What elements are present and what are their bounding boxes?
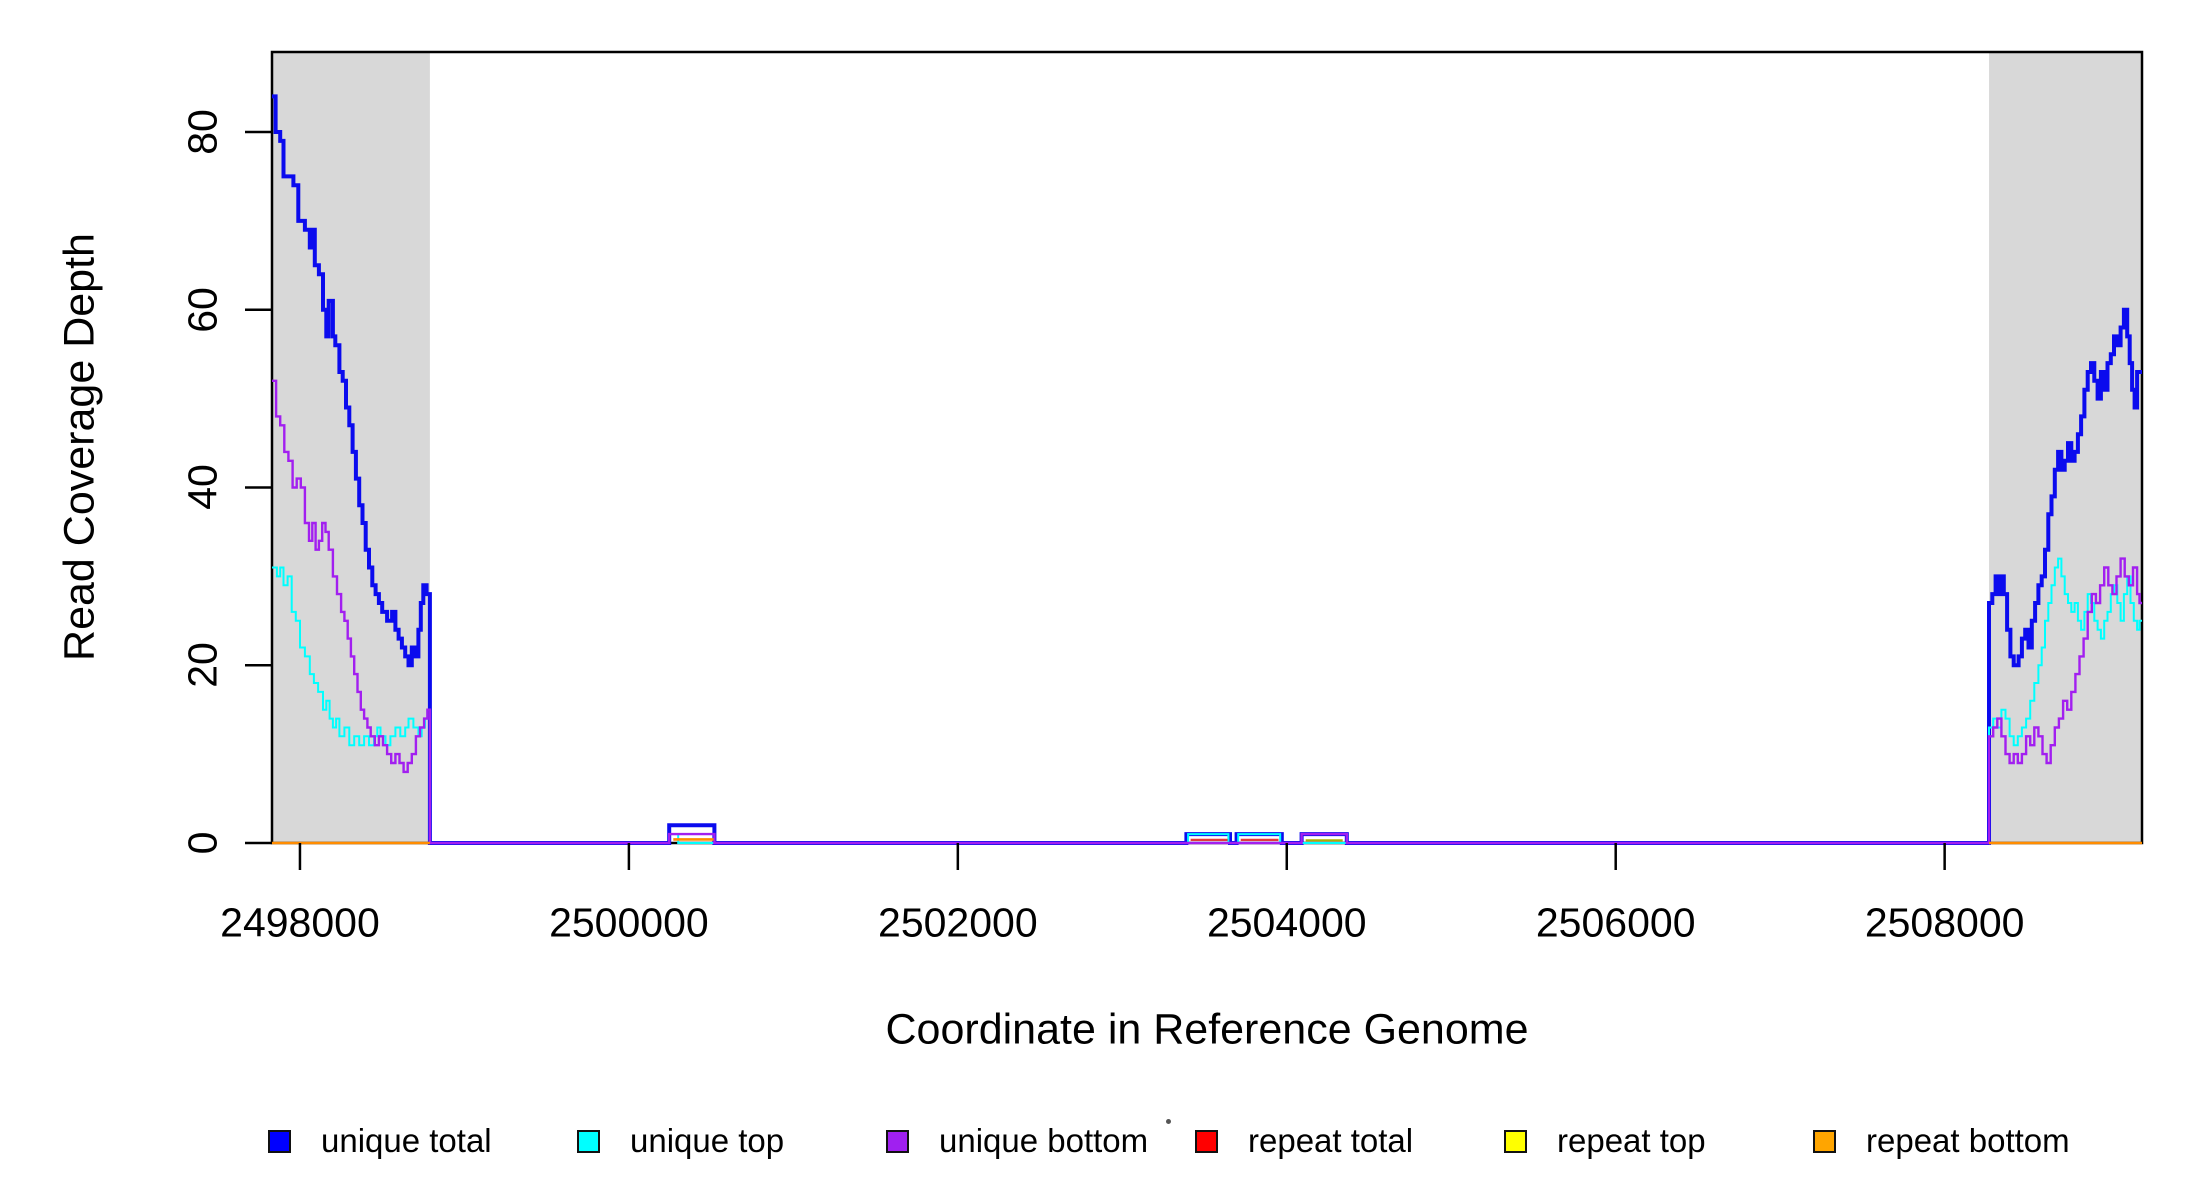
series-layer [272, 94, 2142, 845]
y-tick-label: 60 [179, 286, 226, 333]
y-axis-title: Read Coverage Depth [55, 233, 104, 661]
y-tick-label: 80 [179, 109, 226, 155]
series-unique-top [272, 557, 2142, 844]
shaded-region [1989, 52, 2142, 843]
x-tick-label: 2498000 [220, 899, 380, 946]
plot-border [270, 50, 2144, 845]
y-tick-label: 40 [179, 464, 226, 511]
y-tick-label: 0 [179, 831, 226, 855]
y-tick-label: 20 [179, 642, 226, 689]
series-unique-total [272, 94, 2142, 845]
x-tick-label: 2502000 [878, 899, 1038, 946]
x-tick-label: 2500000 [549, 899, 709, 946]
x-tick-label: 2506000 [1535, 899, 1696, 946]
x-tick-label: 2508000 [1864, 899, 2025, 946]
series-unique-bottom [272, 379, 2142, 845]
x-axis-title: Coordinate in Reference Genome [885, 1005, 1529, 1054]
stray-dot-artifact [1166, 1119, 1171, 1124]
x-tick-label: 2504000 [1206, 899, 1367, 946]
